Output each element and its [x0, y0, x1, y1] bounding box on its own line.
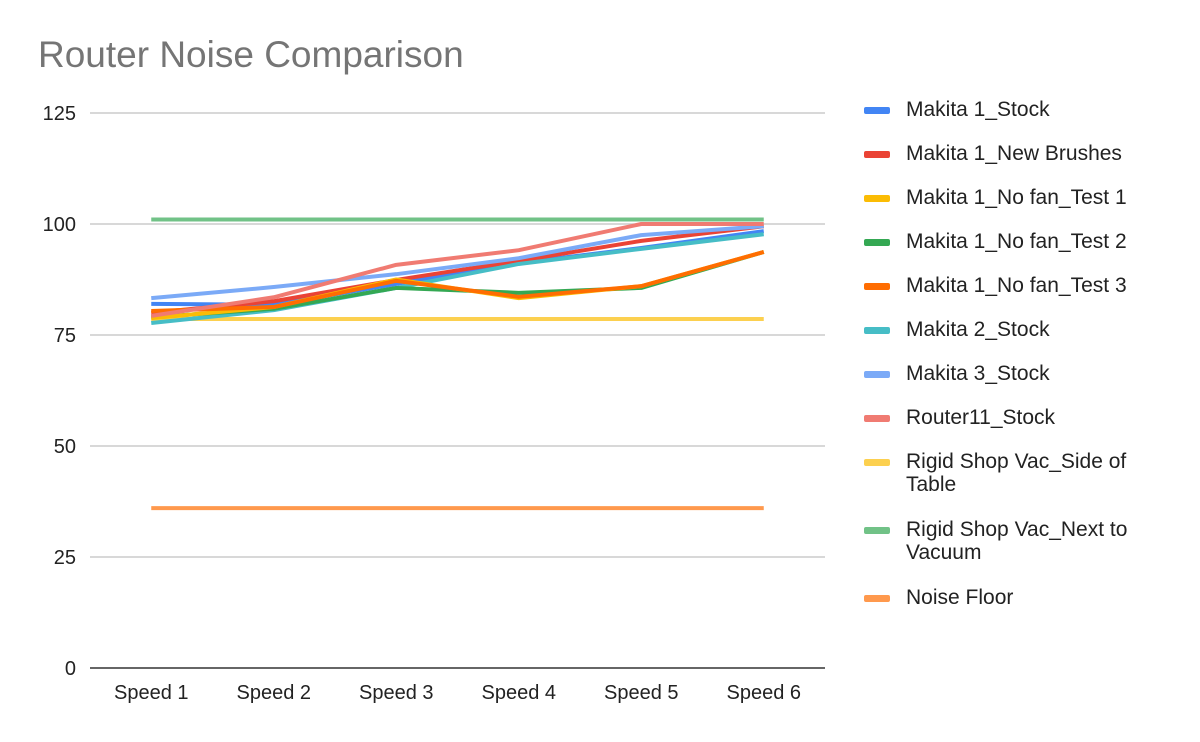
legend-label: Router11_Stock	[906, 406, 1056, 429]
legend-item: Makita 1_No fan_Test 1	[864, 186, 1166, 209]
legend-item: Makita 3_Stock	[864, 362, 1166, 385]
x-tick-label: Speed 3	[359, 682, 434, 704]
legend-swatch	[864, 195, 890, 202]
x-tick-label: Speed 5	[604, 682, 679, 704]
y-tick-label: 125	[43, 103, 76, 125]
legend-label: Rigid Shop Vac_Next to Vacuum	[906, 518, 1128, 564]
legend-label: Noise Floor	[906, 586, 1014, 609]
y-tick-label: 0	[65, 658, 76, 680]
legend-label: Rigid Shop Vac_Side of Table	[906, 450, 1127, 496]
series-line-1	[151, 224, 764, 315]
legend-swatch	[864, 459, 890, 466]
legend-item: Router11_Stock	[864, 406, 1166, 429]
legend-label: Makita 1_New Brushes	[906, 142, 1122, 165]
legend-item: Rigid Shop Vac_Next to Vacuum	[864, 518, 1166, 564]
legend-swatch	[864, 595, 890, 602]
y-tick-label: 50	[54, 436, 76, 458]
legend-swatch	[864, 283, 890, 290]
legend-swatch	[864, 371, 890, 378]
legend-item: Makita 1_New Brushes	[864, 142, 1166, 165]
series-line-4	[151, 250, 765, 314]
x-tick-label: Speed 1	[114, 682, 189, 704]
legend-swatch	[864, 107, 890, 114]
legend-label: Makita 1_Stock	[906, 98, 1050, 121]
legend-swatch	[864, 239, 890, 246]
legend-item: Rigid Shop Vac_Side of Table	[864, 450, 1166, 496]
chart-title: Router Noise Comparison	[38, 34, 464, 75]
legend-item: Noise Floor	[864, 586, 1166, 609]
legend-swatch	[864, 327, 890, 334]
legend-swatch	[864, 415, 890, 422]
legend-item: Makita 2_Stock	[864, 318, 1166, 341]
legend-swatch	[864, 527, 890, 534]
x-tick-label: Speed 4	[481, 682, 556, 704]
legend-label: Makita 1_No fan_Test 1	[906, 186, 1127, 209]
legend-label: Makita 2_Stock	[906, 318, 1050, 341]
y-tick-label: 100	[43, 214, 76, 236]
x-tick-label: Speed 6	[726, 682, 801, 704]
legend-item: Makita 1_No fan_Test 3	[864, 274, 1166, 297]
series-line-6	[151, 224, 764, 301]
legend-item: Makita 1_No fan_Test 2	[864, 230, 1166, 253]
y-tick-label: 25	[54, 547, 76, 569]
legend-label: Makita 1_No fan_Test 3	[906, 274, 1127, 297]
legend-item: Makita 1_Stock	[864, 98, 1166, 121]
series-line-5	[151, 232, 764, 326]
x-tick-label: Speed 2	[236, 682, 311, 704]
legend-label: Makita 3_Stock	[906, 362, 1050, 385]
legend-swatch	[864, 151, 890, 158]
series-line-7	[150, 222, 764, 318]
y-tick-label: 75	[54, 325, 76, 347]
legend-label: Makita 1_No fan_Test 2	[906, 230, 1127, 253]
